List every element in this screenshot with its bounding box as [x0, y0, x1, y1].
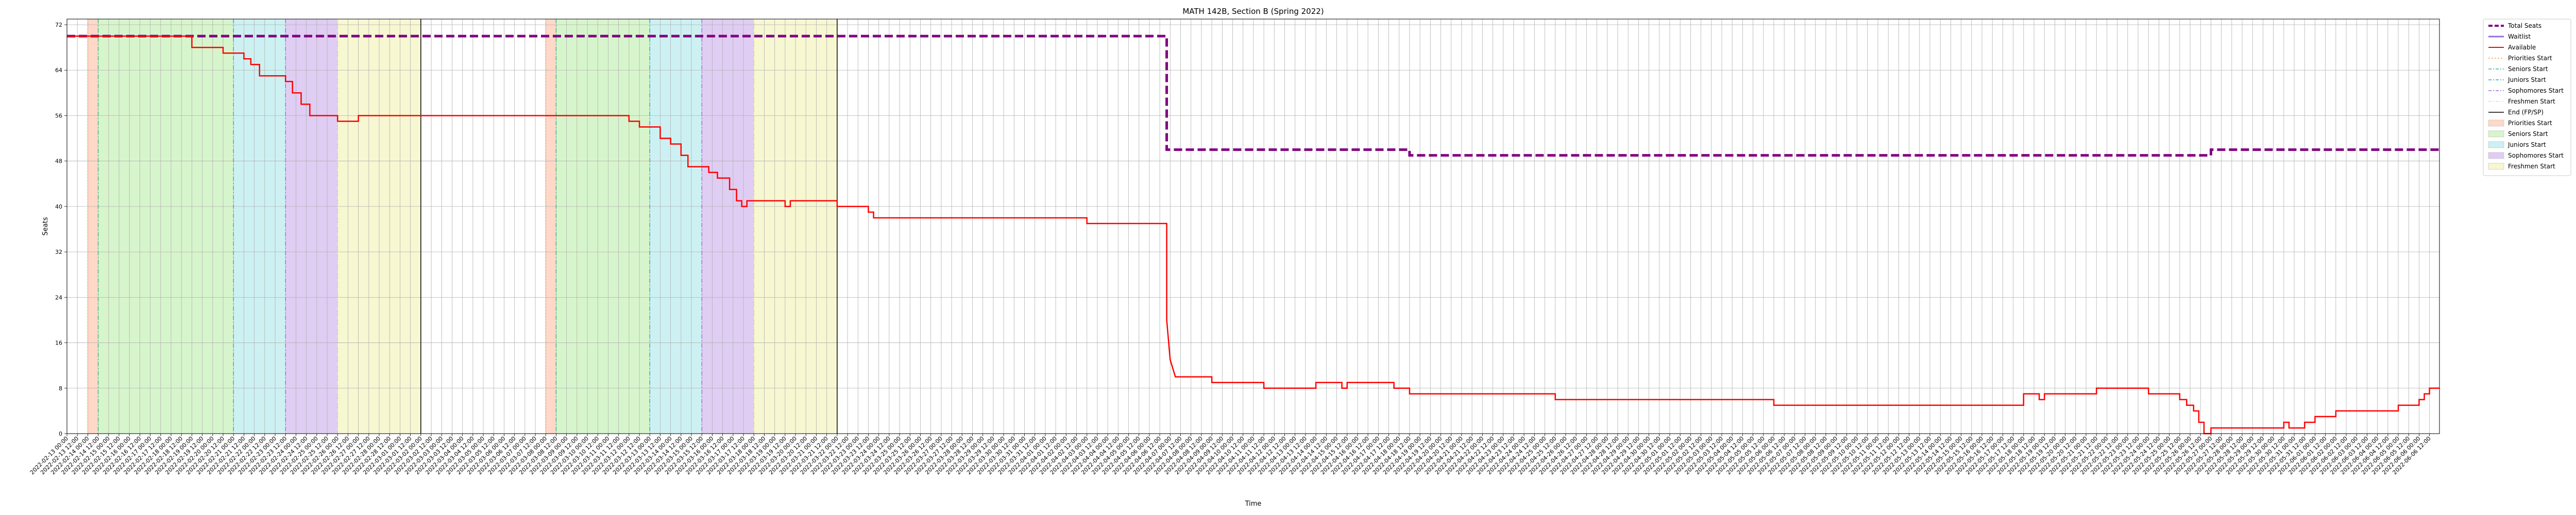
- plot-frame: [66, 19, 2440, 434]
- window-fill-sophomores-1: [285, 19, 338, 434]
- legend-swatch: [2488, 163, 2504, 170]
- y-axis-ticks: 0 8 16 24 32 40 48 56 64 72: [55, 22, 67, 437]
- legend-label: Freshmen Start: [2508, 163, 2555, 170]
- legend-label: Seniors Start: [2508, 65, 2548, 73]
- y-tick-label: 0: [59, 431, 62, 437]
- legend-label: Juniors Start: [2507, 76, 2546, 83]
- series-lines: [67, 35, 2439, 435]
- legend-label: Sophomores Start: [2508, 152, 2564, 159]
- legend-label: Sophomores Start: [2508, 87, 2564, 94]
- series-line-total-seats: [67, 35, 2439, 157]
- y-tick-label: 48: [55, 158, 62, 165]
- window-fill-priorities-2: [546, 19, 556, 434]
- legend-label: Juniors Start: [2507, 141, 2546, 148]
- legend-label: Priorities Start: [2508, 119, 2552, 127]
- legend-label: Waitlist: [2508, 33, 2531, 40]
- y-tick-label: 24: [55, 294, 62, 301]
- window-fill-juniors-1: [233, 19, 286, 434]
- legend: Total Seats Waitlist Available Priorities S…: [2483, 19, 2571, 176]
- chart-title: MATH 142B, Section B (Spring 2022): [1182, 7, 1324, 16]
- legend-swatch: [2488, 152, 2504, 159]
- legend-label: Freshmen Start: [2508, 98, 2555, 105]
- legend-label: Priorities Start: [2508, 55, 2552, 62]
- y-axis-label: Seats: [42, 217, 49, 235]
- legend-swatch: [2488, 119, 2504, 127]
- legend-label: Total Seats: [2507, 22, 2541, 29]
- x-axis-label: Time: [1245, 500, 1262, 508]
- window-fill-seniors-2: [556, 19, 650, 434]
- y-tick-label: 56: [55, 112, 62, 119]
- legend-label: Seniors Start: [2508, 130, 2548, 138]
- series-line-available: [67, 35, 2439, 435]
- window-fill-juniors-2: [650, 19, 702, 434]
- y-tick-label: 72: [55, 22, 62, 28]
- legend-label: Available: [2508, 44, 2536, 51]
- y-tick-label: 8: [59, 385, 62, 392]
- y-tick-label: 40: [55, 203, 62, 210]
- y-tick-label: 32: [55, 249, 62, 255]
- y-tick-label: 64: [55, 67, 62, 74]
- y-tick-label: 16: [55, 340, 62, 347]
- registration-pass-lines: [87, 19, 838, 434]
- window-fill-priorities-1: [88, 19, 98, 434]
- legend-swatch: [2488, 130, 2504, 138]
- legend-box: [2483, 19, 2571, 176]
- grid-lines: [66, 19, 2439, 434]
- legend-label: End (FP/SP): [2508, 109, 2544, 116]
- legend-swatch: [2488, 141, 2504, 148]
- window-fill-sophomores-2: [702, 19, 754, 434]
- window-fill-seniors-1: [98, 19, 234, 434]
